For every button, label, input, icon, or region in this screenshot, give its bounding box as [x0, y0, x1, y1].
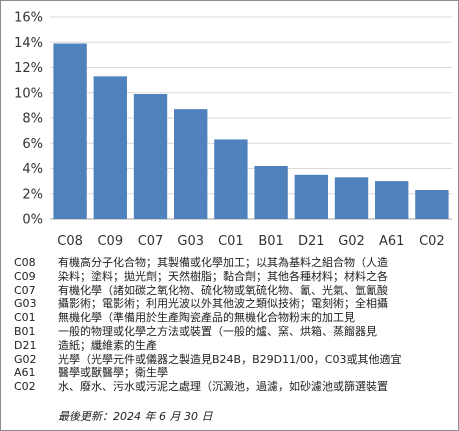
y-tick-label: 12% [14, 61, 43, 76]
legend-row: G02 光學（光學元件或儀器之製造見B24B，B29D11/00，C03或其他適宜 [14, 353, 454, 367]
y-tick-label: 2% [22, 187, 43, 202]
legend-code: G02 [14, 352, 37, 366]
bar [174, 109, 208, 219]
legend-description: 有機化學（諸如碳之氧化物、硫化物或氧硫化物、氰、光氣、氫氰酸 [58, 283, 388, 297]
legend-row: C07 有機化學（諸如碳之氧化物、硫化物或氧硫化物、氰、光氣、氫氰酸 [14, 284, 454, 298]
y-tick-label: 6% [22, 137, 43, 152]
y-tick-label: 14% [14, 36, 43, 51]
legend-row: C09 染料；塗料；拋光劑；天然樹脂；黏合劑；其他各種材料；材料之各 [14, 270, 454, 284]
legend-code: D21 [14, 338, 37, 352]
legend-row: A61 醫學或獸醫學；衛生學 [14, 366, 454, 380]
legend-description: 有機高分子化合物；其製備或化學加工；以其為基料之組合物（人造 [58, 256, 388, 269]
bar [254, 165, 288, 219]
legend-description: 攝影術；電影術；利用光波以外其他波之類似技術；電刻術；全相攝 [58, 297, 388, 311]
bar [334, 177, 369, 219]
legend-code: A61 [14, 366, 36, 380]
y-tick-label: 4% [22, 162, 43, 177]
legend-code: C07 [14, 283, 36, 297]
y-tick-label: 16% [14, 11, 43, 26]
legend-code: C01 [14, 311, 36, 325]
bar [53, 43, 87, 220]
y-tick-label: 0% [22, 213, 43, 228]
legend-code: C02 [14, 380, 36, 394]
bar [294, 174, 328, 219]
legend-description: 染料；塗料；拋光劑；天然樹脂；黏合劑；其他各種材料；材料之各 [58, 269, 388, 283]
legend-row: B01 一般的物理或化學之方法或裝置（一般的爐、窯、烘箱、蒸餾器見 [14, 325, 454, 339]
x-tick-label: C07 [138, 234, 164, 249]
legend-description: 無機化學（準備用於生產陶瓷產品的無機化合物粉末的加工見 [58, 311, 355, 325]
x-tick-label: C01 [218, 234, 244, 249]
legend-description: 醫學或獸醫學；衛生學 [58, 366, 168, 380]
x-tick-label: C09 [97, 234, 123, 249]
x-tick-label: B01 [258, 234, 283, 249]
x-tick-label: C02 [419, 234, 445, 249]
legend-description: 造紙；纖維素的生產 [58, 338, 157, 352]
legend-code: C09 [14, 269, 36, 283]
bar [375, 181, 409, 219]
bar [93, 76, 127, 220]
legend-description: 一般的物理或化學之方法或裝置（一般的爐、窯、烘箱、蒸餾器見 [58, 324, 377, 338]
x-tick-label: C08 [57, 234, 83, 249]
last-updated-label: 最後更新：2024 年 6 月 30 日 [58, 410, 213, 423]
y-tick-label: 10% [14, 86, 43, 101]
bar [415, 189, 449, 219]
legend-code: C08 [14, 256, 36, 269]
legend-code: B01 [14, 324, 36, 338]
legend-description: 光學（光學元件或儀器之製造見B24B，B29D11/00，C03或其他適宜 [58, 352, 402, 366]
y-tick-label: 8% [22, 112, 43, 127]
bar [133, 94, 168, 219]
legend-description: 水、廢水、污水或污泥之處理（沉澱池，過濾，如砂濾池或篩選裝置 [58, 380, 388, 394]
legend-row: C01 無機化學（準備用於生產陶瓷產品的無機化合物粉末的加工見 [14, 311, 454, 325]
x-tick-label: G03 [177, 234, 204, 249]
ipc-legend: C08 有機高分子化合物；其製備或化學加工；以其為基料之組合物（人造 C09 染料；… [14, 256, 454, 394]
legend-row: G03 攝影術；電影術；利用光波以外其他波之類似技術；電刻術；全相攝 [14, 297, 454, 311]
x-tick-label: G02 [338, 234, 365, 249]
legend-code: G03 [14, 297, 37, 311]
bar-chart: 0% 2% 4% 6% 8% 10% 12% 14% 16% C08 C09 C07 G03 C01 B01… [14, 11, 452, 249]
legend-row: C08 有機高分子化合物；其製備或化學加工；以其為基料之組合物（人造 [14, 256, 454, 270]
x-tick-label: A61 [379, 234, 404, 249]
bar [214, 139, 248, 219]
x-tick-label: D21 [298, 234, 325, 249]
legend-row: C02 水、廢水、污水或污泥之處理（沉澱池，過濾，如砂濾池或篩選裝置 [14, 380, 454, 394]
legend-row: D21 造紙；纖維素的生產 [14, 339, 454, 353]
